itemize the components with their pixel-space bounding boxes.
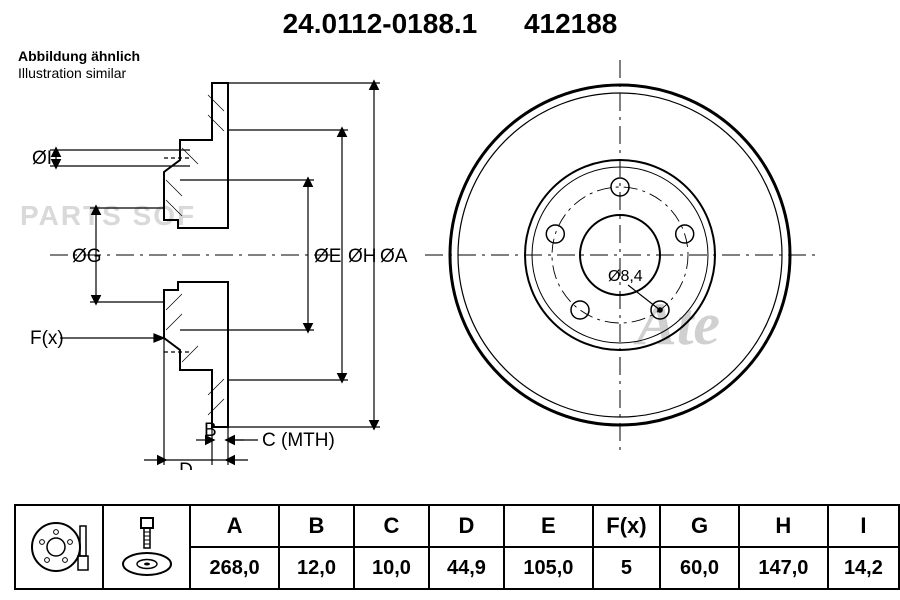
val-F(x): 5 <box>593 547 660 589</box>
col-E: E <box>504 505 593 547</box>
dimension-table: ABCDEF(x)GHI 268,012,010,044,9105,0560,0… <box>14 504 900 590</box>
dim-H: ØH <box>348 246 377 267</box>
bolt-icon <box>111 512 181 582</box>
val-D: 44,9 <box>429 547 504 589</box>
technical-drawing: Ø8,4 <box>0 40 900 470</box>
col-H: H <box>739 505 828 547</box>
dim-F: F(x) <box>30 328 64 349</box>
dim-G: ØG <box>72 246 102 267</box>
val-A: 268,0 <box>190 547 279 589</box>
val-E: 105,0 <box>504 547 593 589</box>
val-B: 12,0 <box>279 547 354 589</box>
side-view: ØA ØH ØE ØG ØI F(x) B D C (MTH) <box>30 83 408 470</box>
bore-callout <box>628 285 662 312</box>
dim-I: ØI <box>32 148 52 169</box>
bolt-icon-cell <box>103 505 191 589</box>
col-A: A <box>190 505 279 547</box>
val-C: 10,0 <box>354 547 429 589</box>
bore-dim: Ø8,4 <box>608 268 643 285</box>
col-D: D <box>429 505 504 547</box>
part-number-1: 24.0112-0188.1 <box>283 8 478 39</box>
svg-text:D: D <box>179 460 193 470</box>
front-view: Ø8,4 <box>425 60 815 450</box>
part-number-2: 412188 <box>524 8 617 39</box>
dim-A: ØA <box>380 246 408 267</box>
page-title: 24.0112-0188.1 412188 <box>0 8 900 40</box>
dim-B: B <box>204 420 217 441</box>
table-header-row: ABCDEF(x)GHI <box>15 505 899 547</box>
col-B: B <box>279 505 354 547</box>
col-I: I <box>828 505 899 547</box>
page: 24.0112-0188.1 412188 Abbildung ähnlich … <box>0 0 900 600</box>
col-F(x): F(x) <box>593 505 660 547</box>
col-G: G <box>660 505 739 547</box>
dim-C: C (MTH) <box>262 430 335 451</box>
val-H: 147,0 <box>739 547 828 589</box>
col-C: C <box>354 505 429 547</box>
disc-icon <box>24 512 94 582</box>
val-G: 60,0 <box>660 547 739 589</box>
disc-icon-cell <box>15 505 103 589</box>
val-I: 14,2 <box>828 547 899 589</box>
dim-E: ØE <box>314 246 341 267</box>
